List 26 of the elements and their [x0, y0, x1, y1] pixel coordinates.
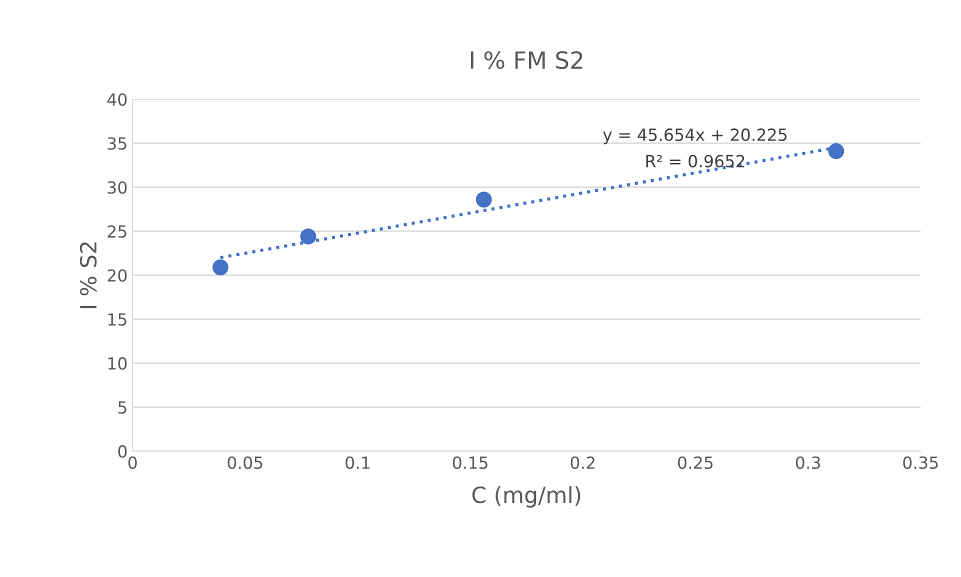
y-tick-label: 10 [108, 357, 127, 370]
x-tick-label: 0.25 [678, 456, 713, 469]
y-tick-label: 40 [107, 93, 127, 106]
x-tick-label: 0 [128, 456, 137, 469]
annotation: R² = 0.9652 [646, 154, 744, 168]
x-tick-label: 0.15 [452, 456, 488, 469]
y-tick-label: 15 [108, 313, 126, 326]
annotation: y = 45.654x + 20.225 [603, 128, 787, 144]
point [300, 228, 316, 244]
chart-title: I % FM S2 [471, 51, 582, 70]
x-axis-title: C (mg/ml) [472, 486, 580, 508]
x-tick-label: 0.2 [570, 456, 594, 469]
point [828, 143, 844, 160]
x-tick-label: 0.35 [903, 456, 938, 469]
y-tick-label: 30 [108, 181, 127, 194]
y-tick-label: 0 [118, 445, 127, 458]
y-tick-label: 5 [118, 401, 126, 414]
x-tick-label: 0.1 [346, 456, 370, 469]
point [212, 259, 228, 276]
point [476, 192, 492, 208]
y-tick-label: 20 [108, 269, 127, 282]
x-tick-label: 0.05 [228, 456, 262, 469]
x-tick-label: 0.3 [796, 456, 820, 469]
y-tick-label: 35 [108, 137, 126, 150]
y-tick-label: 25 [108, 225, 126, 238]
y-axis-title: I % S2 [80, 242, 97, 308]
